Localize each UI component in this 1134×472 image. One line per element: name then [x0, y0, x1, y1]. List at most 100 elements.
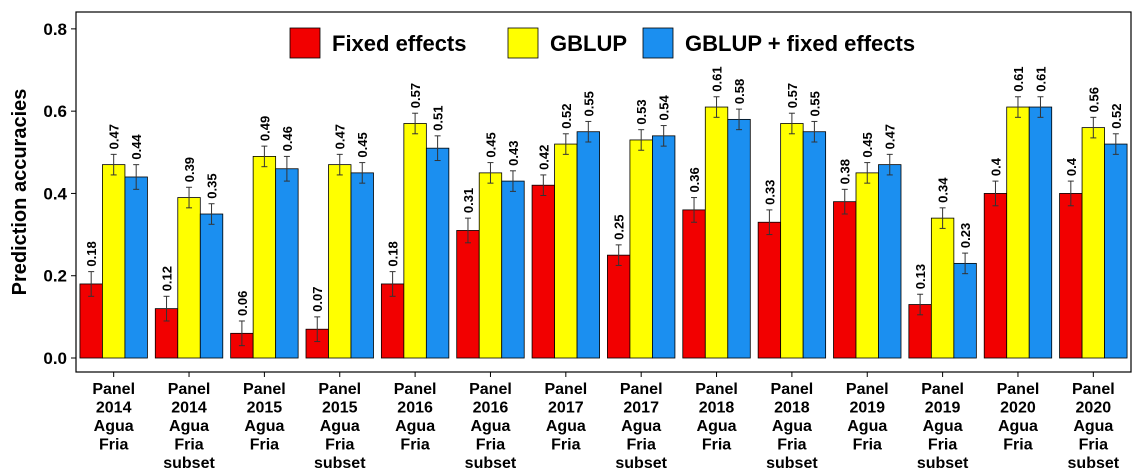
y-tick-label: 0.8	[43, 20, 67, 39]
error-bar	[359, 162, 366, 184]
error-bar	[917, 293, 924, 316]
value-label: 0.52	[559, 103, 574, 128]
error-bar	[736, 108, 743, 131]
error-bar	[585, 120, 592, 143]
x-tick-label: Panel 2019 Agua Fria subset	[917, 381, 969, 472]
error-bar	[766, 209, 773, 236]
bar	[554, 143, 578, 359]
value-label: 0.12	[160, 266, 175, 291]
x-tick-label: Panel 2017 Agua Fria	[544, 381, 587, 454]
error-bar	[238, 320, 245, 347]
legend-label: Fixed effects	[332, 31, 467, 56]
value-label: 0.46	[280, 126, 295, 151]
error-bar	[811, 120, 818, 143]
bar	[682, 209, 706, 359]
error-bar	[1067, 180, 1074, 207]
bar	[1028, 106, 1053, 359]
x-tick-label: Panel 2016 Agua Fria subset	[465, 381, 517, 472]
bar	[780, 123, 804, 359]
bar	[1059, 193, 1083, 359]
legend-swatch	[642, 27, 674, 59]
value-label: 0.43	[506, 140, 521, 165]
error-bar	[389, 271, 396, 297]
legend-label: GBLUP + fixed effects	[685, 31, 915, 56]
error-bar	[261, 145, 268, 168]
y-tick-label: 0.2	[43, 267, 67, 286]
value-label: 0.42	[536, 145, 551, 170]
bar	[328, 164, 352, 359]
value-label: 0.55	[807, 91, 822, 116]
value-label: 0.39	[182, 157, 197, 182]
value-label: 0.18	[84, 241, 99, 266]
bar	[1081, 127, 1105, 359]
error-bar	[133, 164, 140, 190]
x-tick-label: Panel 2019 Agua Fria	[846, 381, 889, 454]
error-bar	[788, 112, 795, 135]
value-label: 0.31	[461, 188, 476, 213]
value-label: 0.56	[1086, 87, 1101, 112]
bar	[576, 131, 600, 359]
error-bar	[1014, 96, 1021, 118]
bar	[727, 118, 751, 359]
bar	[629, 139, 653, 359]
x-tick-label: Panel 2020 Agua Fria subset	[1068, 381, 1120, 472]
value-label: 0.36	[687, 167, 702, 192]
value-label: 0.47	[333, 124, 348, 149]
x-tick-label: Panel 2018 Agua Fria	[695, 381, 738, 454]
error-bar	[1090, 116, 1097, 139]
value-label: 0.54	[657, 94, 672, 120]
error-bar	[1037, 96, 1044, 118]
error-bar	[283, 155, 290, 182]
bar	[953, 262, 977, 359]
error-bar	[841, 188, 848, 215]
error-bar	[412, 112, 419, 135]
error-bar	[691, 197, 698, 223]
error-bar	[314, 316, 321, 343]
error-bar	[713, 96, 720, 118]
value-label: 0.35	[205, 173, 220, 198]
error-bar	[208, 203, 215, 225]
error-bar	[163, 295, 170, 322]
value-label: 0.45	[355, 132, 370, 157]
bar	[878, 164, 902, 359]
bar	[607, 254, 631, 359]
error-bar	[487, 162, 494, 184]
bar	[1006, 106, 1030, 359]
bar	[456, 230, 480, 359]
legend-swatch	[289, 27, 321, 59]
bar	[199, 213, 224, 359]
error-bar	[509, 170, 516, 192]
bar	[704, 106, 729, 359]
bar	[757, 221, 782, 359]
bar	[1104, 143, 1128, 359]
value-label: 0.06	[235, 291, 250, 316]
bar	[124, 176, 148, 359]
value-label: 0.07	[310, 287, 325, 312]
error-bar	[660, 125, 667, 147]
value-label: 0.23	[958, 223, 973, 248]
bar	[531, 184, 555, 359]
x-tick-label: Panel 2020 Agua Fria	[997, 381, 1040, 454]
bar	[350, 172, 374, 359]
value-label: 0.4	[988, 157, 1003, 176]
value-label: 0.4	[1064, 157, 1079, 176]
value-label: 0.49	[257, 116, 272, 141]
y-tick-label: 0.6	[43, 102, 67, 121]
bar	[403, 123, 427, 359]
error-bar	[110, 153, 117, 176]
y-tick-label: 0.4	[43, 184, 67, 203]
error-bar	[434, 135, 441, 162]
value-label: 0.47	[107, 124, 122, 149]
bar	[252, 156, 277, 359]
x-tick-label: Panel 2016 Agua Fria	[394, 381, 437, 454]
error-bar	[464, 217, 471, 244]
value-label: 0.38	[838, 159, 853, 184]
value-label: 0.51	[431, 106, 446, 131]
value-label: 0.13	[913, 264, 928, 289]
bar	[275, 168, 299, 359]
value-label: 0.33	[762, 180, 777, 205]
value-label: 0.55	[581, 91, 596, 116]
x-tick-label: Panel 2015 Agua Fria subset	[314, 381, 366, 472]
value-label: 0.57	[408, 83, 423, 108]
x-tick-label: Panel 2015 Agua Fria	[243, 381, 286, 454]
